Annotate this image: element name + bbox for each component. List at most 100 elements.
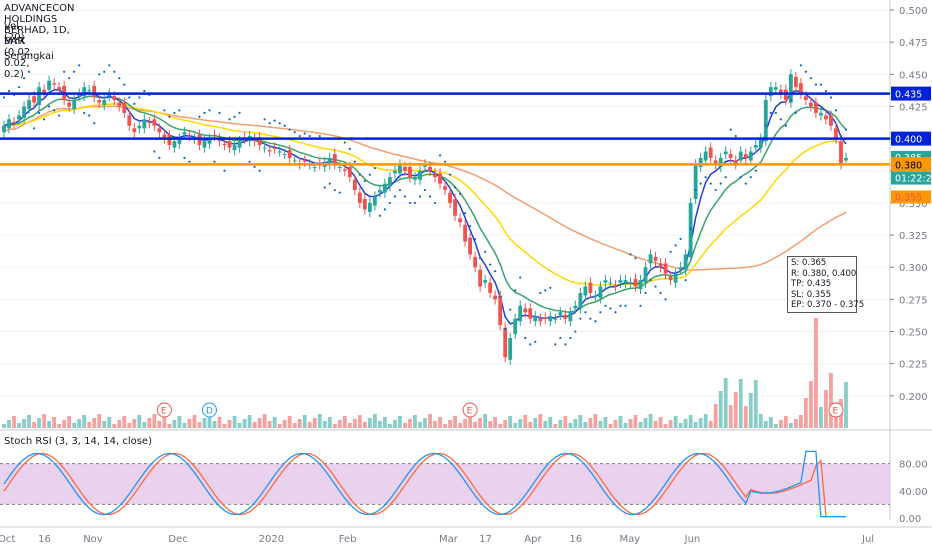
event-marker bbox=[462, 402, 478, 418]
sar-dot bbox=[448, 173, 452, 176]
candle-body bbox=[738, 151, 743, 161]
sar-dot bbox=[228, 118, 231, 121]
sar-dot bbox=[629, 253, 632, 256]
price-tick-label: 0.200 bbox=[899, 392, 928, 403]
volume-bar bbox=[62, 420, 67, 428]
candle-body bbox=[202, 141, 207, 148]
volume-bar bbox=[523, 415, 528, 428]
volume-bar bbox=[87, 422, 92, 428]
sar-dot bbox=[594, 320, 597, 323]
volume-bar bbox=[473, 422, 478, 428]
volume-bar bbox=[723, 378, 728, 428]
event-marker bbox=[828, 402, 844, 418]
level-tag-label: 0.400 bbox=[895, 135, 922, 146]
sar-dot bbox=[378, 214, 381, 217]
candle-body bbox=[398, 164, 402, 174]
sar-dot bbox=[48, 105, 51, 108]
sar-dot bbox=[333, 188, 336, 192]
candle-body bbox=[332, 154, 337, 165]
candle-body bbox=[703, 151, 708, 161]
sar-dot bbox=[298, 134, 301, 138]
candle-body bbox=[32, 96, 36, 103]
sar-dot bbox=[524, 336, 527, 340]
sar-dot bbox=[704, 176, 707, 179]
volume-bar bbox=[267, 421, 272, 428]
volume-bar bbox=[608, 424, 613, 428]
sar-dot bbox=[393, 195, 397, 198]
candle-body bbox=[698, 157, 703, 167]
time-tick-label: Dec bbox=[168, 534, 187, 545]
candle-body bbox=[102, 100, 107, 106]
sar-dot bbox=[509, 308, 512, 311]
candle-body bbox=[503, 327, 508, 358]
sar-dot bbox=[68, 77, 71, 80]
volume-bar bbox=[147, 418, 152, 428]
candle-body bbox=[147, 121, 152, 124]
volume-bar bbox=[12, 416, 16, 428]
candle-body bbox=[27, 100, 31, 110]
volume-bar bbox=[643, 418, 648, 428]
volume-bar bbox=[92, 418, 97, 428]
sar-dot bbox=[634, 257, 637, 260]
candle-body bbox=[458, 218, 462, 223]
sar-dot bbox=[188, 160, 191, 163]
volume-bar bbox=[804, 398, 808, 428]
candle-body bbox=[603, 280, 608, 283]
candle-body bbox=[558, 312, 563, 315]
candle-body bbox=[693, 164, 698, 200]
sar-dot bbox=[494, 269, 497, 273]
candle-body bbox=[187, 134, 192, 137]
candle-body bbox=[844, 157, 848, 161]
candle-body bbox=[443, 186, 447, 191]
candle-body bbox=[819, 112, 823, 116]
volume-bar bbox=[698, 418, 703, 428]
volume-bar bbox=[844, 382, 848, 428]
sar-dot bbox=[73, 70, 76, 73]
indicator-vol[interactable]: Vol (20) bbox=[4, 21, 25, 43]
volume-bar bbox=[478, 418, 483, 428]
sar-dot bbox=[158, 156, 161, 160]
candle-body bbox=[287, 150, 292, 158]
candle-body bbox=[132, 128, 137, 133]
sar-dot bbox=[624, 304, 627, 307]
stoch-rsi-label[interactable]: Stoch RSI (3, 3, 14, 14, close) bbox=[4, 436, 152, 447]
candle-body bbox=[137, 125, 142, 129]
indicator-sar[interactable]: SAR (0.02, 0.02, 0.2) bbox=[4, 36, 34, 80]
sar-dot bbox=[804, 70, 808, 73]
indicator-serangkai[interactable]: Serangkai bbox=[4, 51, 54, 62]
volume-bar bbox=[658, 417, 663, 428]
ema-mid-line bbox=[3, 95, 847, 313]
volume-bar bbox=[157, 421, 162, 428]
volume-bar bbox=[307, 422, 312, 428]
volume-bar bbox=[112, 424, 117, 428]
volume-bar bbox=[433, 421, 437, 428]
level-tag-label: 0.380 bbox=[895, 160, 922, 171]
volume-bar bbox=[362, 422, 367, 428]
candle-body bbox=[563, 314, 568, 319]
sar-dot bbox=[644, 291, 647, 295]
candle-body bbox=[418, 170, 422, 180]
sar-dot bbox=[53, 109, 56, 112]
candle-body bbox=[498, 295, 503, 326]
candle-body bbox=[733, 160, 738, 165]
candle-body bbox=[42, 89, 46, 94]
sar-dot bbox=[769, 111, 772, 114]
sar-dot bbox=[834, 109, 838, 112]
volume-bar bbox=[603, 417, 608, 428]
volume-bar bbox=[257, 418, 262, 428]
candle-body bbox=[468, 237, 473, 255]
candle-body bbox=[778, 89, 783, 94]
sar-dot bbox=[88, 114, 91, 117]
candle-body bbox=[393, 170, 397, 174]
sar-dot bbox=[839, 134, 843, 138]
note-stop-loss: SL: 0.355 bbox=[791, 289, 832, 300]
event-marker-label: D bbox=[206, 407, 213, 417]
volume-bar bbox=[648, 414, 653, 428]
sar-dot bbox=[258, 169, 261, 172]
sar-dot bbox=[32, 127, 36, 130]
sar-dot bbox=[649, 278, 652, 282]
sar-dot bbox=[694, 188, 697, 192]
sar-dot bbox=[27, 70, 31, 73]
trade-note[interactable]: S: 0.365 R: 0.380, 0.400 TP: 0.435 SL: 0… bbox=[787, 256, 864, 313]
